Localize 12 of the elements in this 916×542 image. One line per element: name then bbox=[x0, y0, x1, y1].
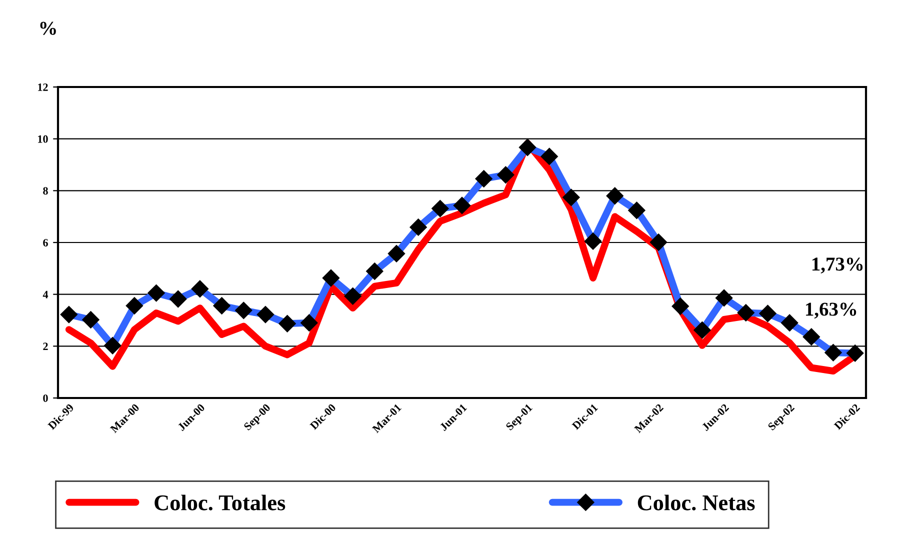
y-tick-label: 6 bbox=[43, 238, 48, 246]
y-tick-label: 8 bbox=[43, 187, 48, 195]
annotation: 1,73% bbox=[812, 258, 863, 274]
y-tick-label: 0 bbox=[43, 394, 48, 402]
legend-label: Coloc. Netas bbox=[638, 494, 755, 510]
y-tick-label: 2 bbox=[43, 342, 48, 350]
y-axis-title: % bbox=[40, 22, 56, 35]
annotation: 1,63% bbox=[806, 302, 856, 319]
y-tick-label: 12 bbox=[38, 83, 48, 91]
y-tick-label: 10 bbox=[38, 135, 48, 143]
y-tick-label: 4 bbox=[42, 290, 48, 298]
legend-label: Coloc. Totales bbox=[154, 494, 286, 510]
